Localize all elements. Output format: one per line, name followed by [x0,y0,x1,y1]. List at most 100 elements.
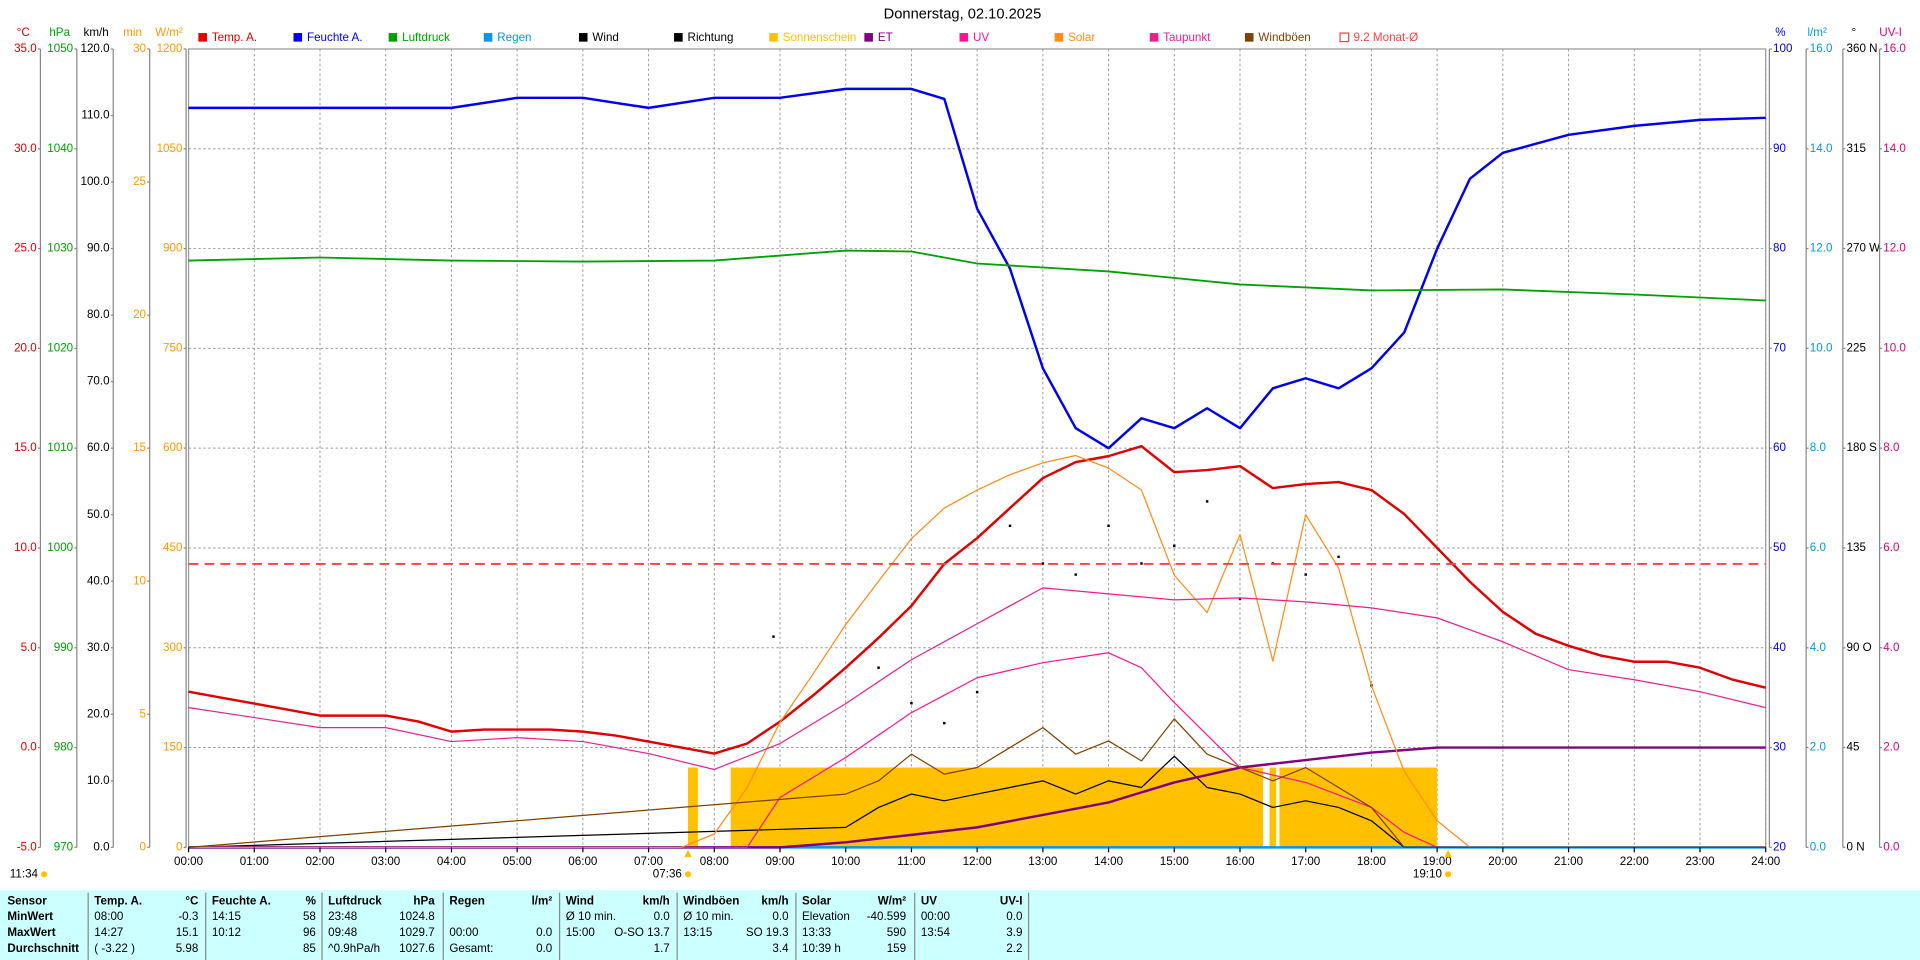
x-tick-label: 23:00 [1685,855,1715,868]
legend-swatch [1149,33,1159,42]
direction-point [975,690,979,694]
direction-point [772,635,775,638]
y-tick-label: 1010 [47,441,73,454]
table-cell: 3.9 [1006,926,1022,939]
y-tick-label: 110.0 [81,109,110,122]
y-tick-label: 70.0 [87,375,110,388]
table-cell: 0.0 [1006,910,1023,923]
table-header: °C [185,894,199,907]
table-cell: O-SO 13.7 [614,926,670,939]
y-tick-label: 1050 [47,42,73,55]
y-tick-label: 80.0 [87,308,110,321]
y-tick-label: 90 O [1847,641,1872,654]
y-tick-label: 1000 [47,541,73,554]
x-tick-label: 11:00 [897,855,926,868]
x-tick-label: 00:00 [174,855,204,868]
y-tick-label: 100 [1773,42,1793,55]
legend-label: Temp. A. [212,31,257,44]
x-tick-label: 14:00 [1094,855,1124,868]
sunrise-arrow [684,849,692,858]
y-tick-label: 90.0 [87,242,110,255]
table-cell: 58 [303,910,316,923]
table-cell: 1.7 [654,942,670,955]
table-header: Temp. A. [94,894,142,907]
series-line [188,652,1766,848]
y-tick-label: 30.0 [87,641,110,654]
y-tick-label: 12.0 [1810,242,1833,255]
table-cell: 0.0 [536,942,553,955]
table-cell: 10:12 [212,926,241,939]
legend-swatch [959,33,969,42]
y-tick-label: 20.0 [14,341,37,354]
y-tick-label: 600 [163,441,183,454]
y-tick-label: 4.0 [1883,641,1900,654]
y-tick-label: 2.0 [1810,741,1827,754]
y-tick-label: 35.0 [14,42,37,55]
legend-swatch [1054,33,1064,42]
direction-point [1140,562,1143,565]
y-tick-label: 15 [133,441,146,454]
table-cell: 0.0 [654,910,671,923]
x-tick-label: 01:00 [240,855,270,868]
x-tick-label: 05:00 [503,855,533,868]
y-tick-label: 30 [133,42,146,55]
y-tick-label: 0 [176,840,183,853]
table-cell: 13:15 [683,926,712,939]
direction-point [1041,562,1045,565]
legend-label: Solar [1068,31,1095,44]
direction-point [910,701,913,705]
y-tick-label: 990 [54,641,74,654]
table-cell: -0.3 [178,910,198,923]
y-tick-label: 45 [1847,741,1860,754]
direction-point [1008,524,1012,528]
table-cell: Ø 10 min. [683,910,733,923]
y-tick-label: 315 [1847,142,1866,155]
table-background [0,890,1920,960]
x-tick-label: 12:00 [963,855,993,868]
table-cell: 3.4 [772,942,789,955]
x-tick-label: 16:00 [1225,855,1255,868]
lines-layer [188,87,1767,849]
y-tick-label: 20 [1773,840,1786,853]
sunshine-bar [730,767,1263,848]
table-cell: ^0.9hPa/h [328,942,380,955]
table-header: l/m² [532,894,553,907]
y-tick-label: 10.0 [1883,341,1906,354]
table-cell: Gesamt: [449,942,493,955]
legend-swatch [483,33,493,42]
legend-label: Sonnenschein [783,31,857,44]
x-tick-label: 10:00 [831,855,861,868]
direction-point [1238,597,1242,601]
table-cell: 00:00 [449,926,479,939]
y-tick-label: 25 [133,175,146,188]
legend-label: UV [973,31,989,44]
table-cell: 0.0 [536,926,553,939]
y-axis-unit: UV-I [1879,26,1902,39]
table-cell: 96 [303,926,316,939]
y-tick-label: 8.0 [1810,441,1827,454]
x-tick-label: 20:00 [1488,855,1518,868]
y-axis-unit: ° [1852,26,1857,39]
legend-swatch [198,33,207,42]
axes: 00:00 01:00 02:00 03:00 04:00 05:00 06:00 07:00… [10,26,1907,880]
x-tick-label: 18:00 [1357,855,1387,868]
y-tick-label: 60.0 [87,441,110,454]
legend-label: Feuchte A. [307,31,363,44]
y-tick-label: 6.0 [1810,541,1827,554]
x-tick-label: 13:00 [1028,855,1058,868]
y-tick-label: 5.0 [21,641,38,654]
series-line [188,249,1766,302]
legend-label: Wind [592,31,619,44]
y-axis-unit: l/m² [1807,26,1826,39]
y-tick-label: 5 [140,707,146,720]
current-time: 11:34 [10,867,39,880]
y-tick-label: 0.0 [21,741,38,754]
y-axis-unit: % [1775,26,1785,39]
y-tick-label: 90 [1773,142,1786,155]
x-tick-label: 06:00 [568,855,598,868]
x-tick-label: 15:00 [1160,855,1190,868]
sunset-arrow [1444,849,1452,858]
table-header: Feuchte A. [212,894,271,907]
direction-point [943,721,946,725]
table-cell: Elevation [802,910,850,923]
